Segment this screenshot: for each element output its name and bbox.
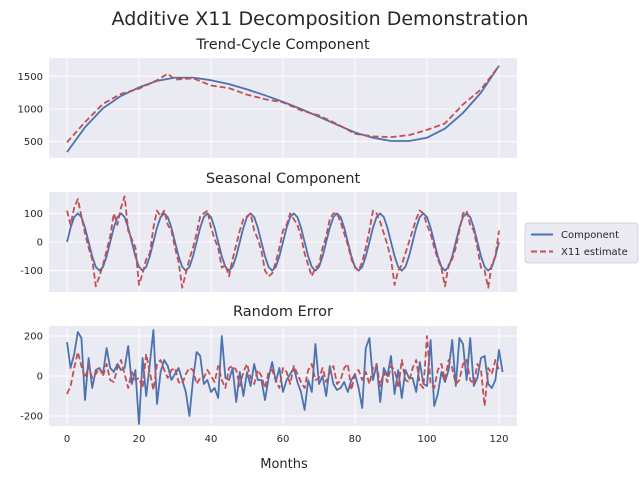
random-error-x-tick-label: 60 bbox=[277, 434, 290, 445]
random-error-x-tick-label: 40 bbox=[205, 434, 218, 445]
random-error-x-tick-label: 120 bbox=[489, 434, 508, 445]
random-error-series-component bbox=[66, 329, 504, 425]
legend-frame bbox=[524, 222, 639, 264]
random-error-series-x11-estimate bbox=[66, 335, 500, 407]
trend-y-tick-label: 1500 bbox=[18, 72, 43, 83]
random-error-x-tick-label: 0 bbox=[64, 434, 70, 445]
legend-label-x11-estimate: X11 estimate bbox=[561, 247, 628, 258]
random-error-x-tick-label: 20 bbox=[133, 434, 146, 445]
trend-panel: 500 1000 1500 Trend-Cycle Component bbox=[18, 37, 517, 158]
trend-y-tick-label: 1000 bbox=[18, 104, 43, 115]
seasonal-series-x11-estimate bbox=[66, 195, 500, 289]
seasonal-y-tick-label: 0 bbox=[37, 238, 43, 249]
random-error-y-tick-label: 0 bbox=[37, 372, 43, 383]
x-axis-label: Months bbox=[260, 457, 308, 472]
seasonal-series-component bbox=[66, 212, 500, 272]
seasonal-y-tick-label: 100 bbox=[24, 209, 43, 220]
random-error-x-tick-label: 80 bbox=[349, 434, 362, 445]
random-error-panel: -200 0 200 0 20 40 60 80 100 120 Random Error bbox=[20, 304, 517, 445]
seasonal-title: Seasonal Component bbox=[206, 171, 361, 187]
legend-label-component: Component bbox=[561, 230, 619, 241]
trend-title: Trend-Cycle Component bbox=[195, 37, 370, 53]
random-error-x-tick-label: 100 bbox=[417, 434, 436, 445]
trend-series-x11-estimate bbox=[66, 65, 500, 143]
seasonal-panel: -100 0 100 Seasonal Component bbox=[20, 171, 517, 292]
random-error-title: Random Error bbox=[233, 304, 333, 320]
random-error-y-tick-label: -200 bbox=[20, 412, 43, 423]
legend: Component X11 estimate bbox=[524, 222, 639, 264]
trend-y-tick-label: 500 bbox=[24, 137, 43, 148]
figure-suptitle: Additive X11 Decomposition Demonstration bbox=[112, 8, 529, 30]
seasonal-y-tick-label: -100 bbox=[20, 266, 43, 277]
random-error-y-tick-label: 200 bbox=[24, 332, 43, 343]
